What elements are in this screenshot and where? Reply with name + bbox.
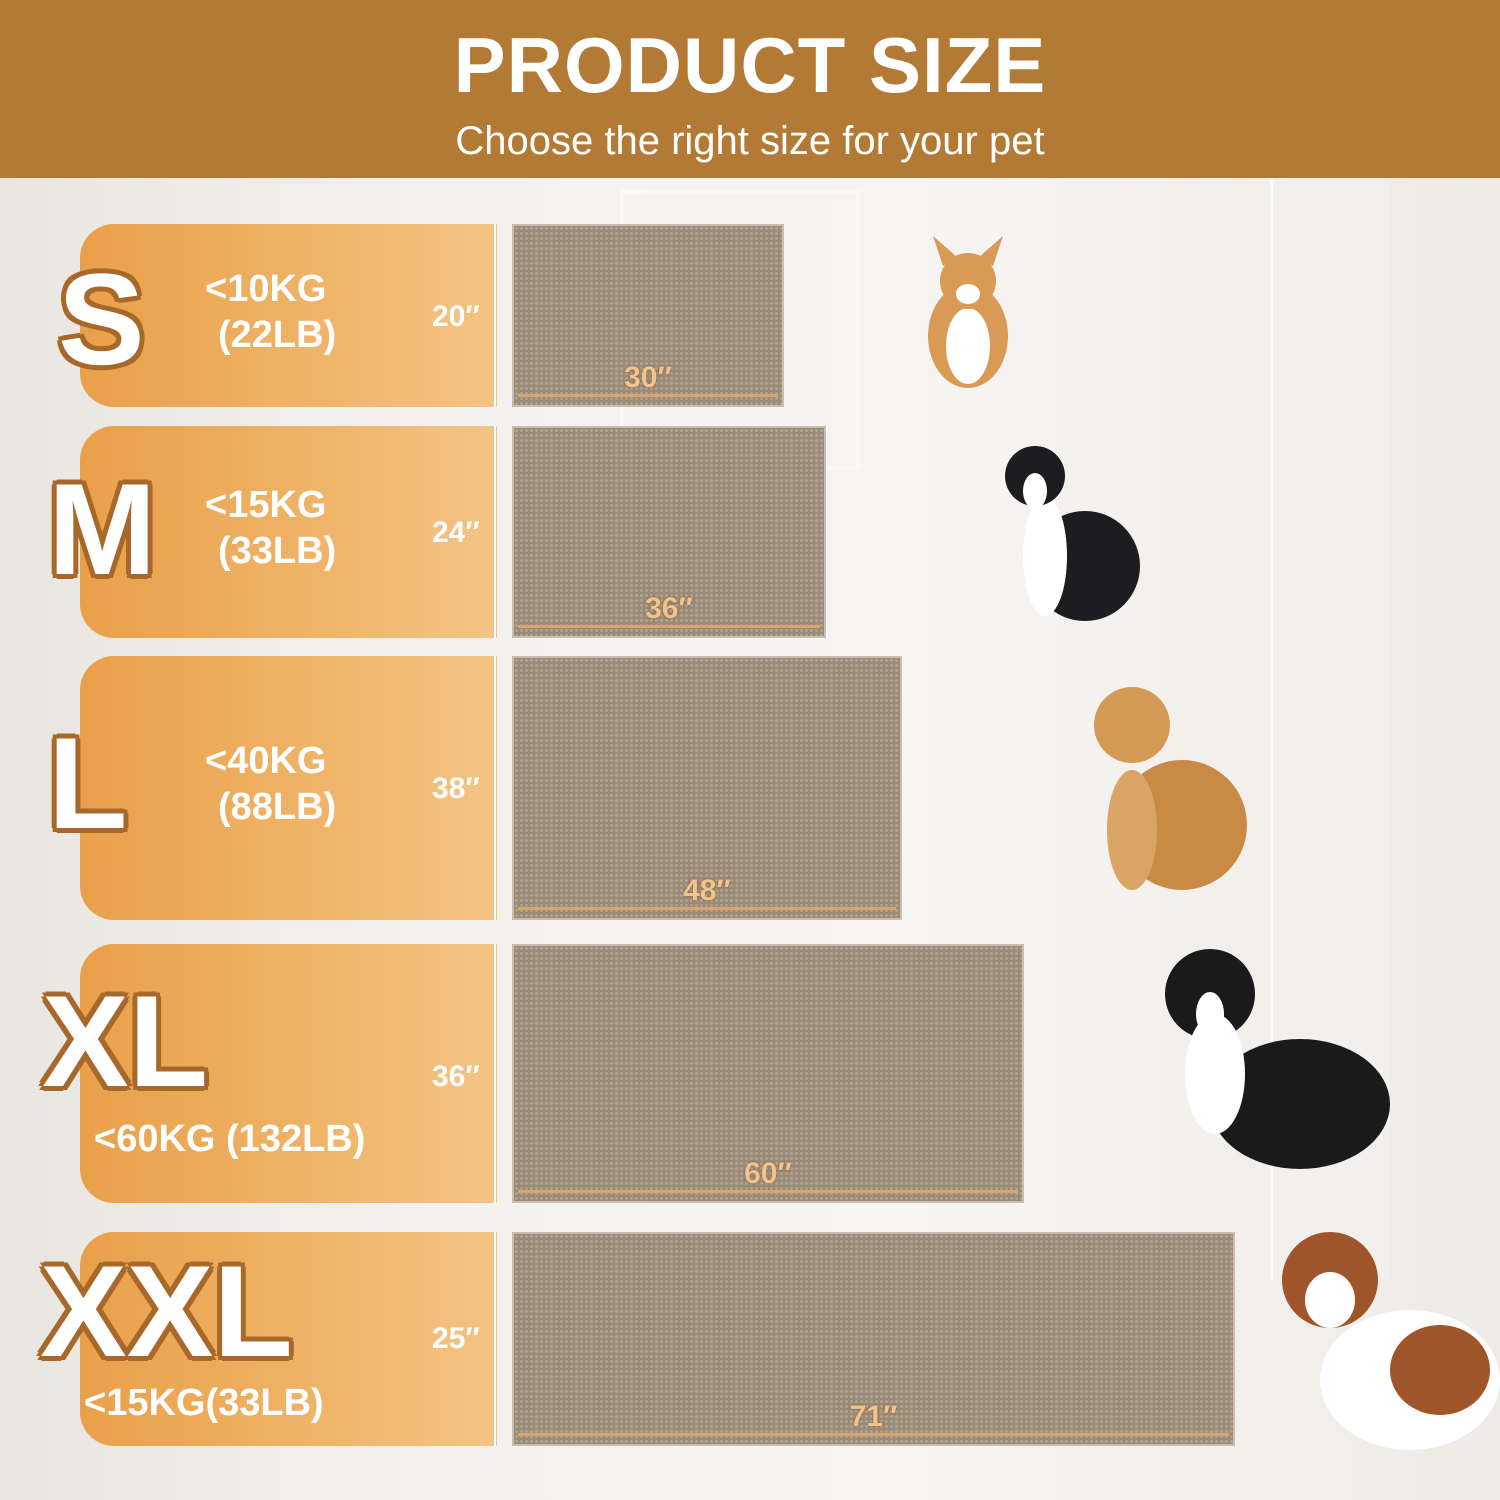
weight-kg: <15KG [205, 484, 327, 526]
weight-lb: (33LB) [218, 530, 337, 572]
width-arrow [518, 1190, 1018, 1193]
weight-kg: <10KG [205, 268, 327, 310]
mat-image: 48″ [512, 656, 902, 920]
height-dimension: 36″ [432, 1060, 480, 1093]
height-dimension: 20″ [432, 300, 480, 333]
weight-lb: (22LB) [218, 314, 337, 356]
size-row-l: L <40KG (88LB) 38″ 48″ [0, 656, 1500, 920]
weight-lb: (88LB) [218, 786, 337, 828]
size-label: XXL [40, 1238, 293, 1384]
corgi-dog-image [928, 236, 1008, 388]
saint-bernard-dog-image [1282, 1232, 1500, 1450]
size-panel [80, 426, 497, 638]
height-arrow [494, 944, 496, 1203]
border-collie-dog-image [1005, 446, 1140, 621]
width-dimension: 48″ [683, 874, 731, 907]
height-arrow [494, 426, 496, 638]
size-panel [80, 224, 497, 407]
weight-kg: <40KG [205, 740, 327, 782]
golden-retriever-dog-image [1094, 687, 1247, 890]
height-arrow [494, 656, 496, 920]
height-dimension: 25″ [432, 1322, 480, 1355]
size-row-m: M <15KG (33LB) 24″ 36″ [0, 426, 1500, 638]
width-dimension: 36″ [645, 592, 693, 625]
size-panel [80, 944, 497, 1203]
height-dimension: 24″ [432, 516, 480, 549]
bernese-mountain-dog-image [1165, 949, 1390, 1169]
width-dimension: 30″ [624, 361, 672, 394]
mat-image: 60″ [512, 944, 1024, 1203]
height-dimension: 38″ [432, 772, 480, 805]
width-arrow [518, 394, 778, 397]
size-label: S [58, 246, 145, 392]
weight: <60KG (132LB) [94, 1118, 366, 1160]
size-label: M [48, 456, 157, 602]
mat-image: 71″ [512, 1232, 1235, 1446]
size-panel [80, 1232, 497, 1446]
width-arrow [518, 625, 820, 628]
width-dimension: 60″ [744, 1157, 792, 1190]
size-label: XL [42, 968, 209, 1114]
size-row-xl: XL <60KG (132LB) 36″ 60″ [0, 944, 1500, 1203]
size-panel [80, 656, 497, 920]
size-row-xxl: XXL <15KG(33LB) 25″ 71″ [0, 1232, 1500, 1450]
height-arrow [494, 224, 496, 407]
header: PRODUCT SIZE Choose the right size for y… [0, 0, 1500, 178]
width-arrow [518, 907, 896, 910]
size-label: L [48, 710, 128, 856]
mat-image: 30″ [512, 224, 784, 407]
page-subtitle: Choose the right size for your pet [455, 119, 1045, 163]
weight: <15KG(33LB) [84, 1382, 324, 1424]
page-title: PRODUCT SIZE [453, 21, 1047, 109]
width-dimension: 71″ [849, 1400, 898, 1433]
size-row-s: S <10KG (22LB) 20″ 30″ [0, 224, 1500, 407]
mat-image: 36″ [512, 426, 826, 638]
width-arrow [518, 1433, 1229, 1436]
height-arrow [494, 1232, 496, 1446]
